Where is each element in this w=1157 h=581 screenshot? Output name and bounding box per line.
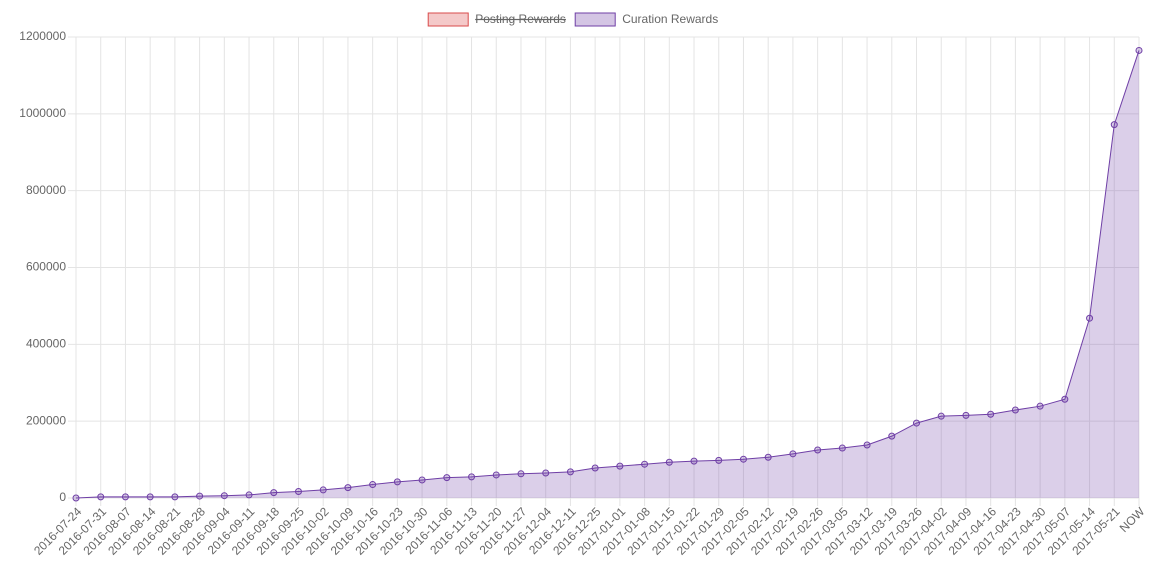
point bbox=[616, 462, 624, 470]
legend-item[interactable]: Posting Rewards bbox=[427, 12, 566, 27]
point bbox=[72, 494, 80, 502]
line bbox=[75, 50, 1140, 499]
point bbox=[468, 473, 476, 481]
point bbox=[863, 441, 871, 449]
point bbox=[1110, 121, 1118, 129]
point bbox=[542, 469, 550, 477]
x-tick-label: NOW bbox=[1117, 504, 1148, 535]
point bbox=[1011, 406, 1019, 414]
point bbox=[690, 457, 698, 465]
y-tick-label: 400000 bbox=[26, 337, 66, 351]
legend-label: Curation Rewards bbox=[622, 12, 718, 26]
point bbox=[888, 432, 896, 440]
y-tick-label: 600000 bbox=[26, 260, 66, 274]
point bbox=[665, 458, 673, 466]
point bbox=[270, 489, 278, 497]
point bbox=[913, 419, 921, 427]
point bbox=[294, 487, 302, 495]
point bbox=[146, 493, 154, 501]
point bbox=[591, 464, 599, 472]
point bbox=[245, 491, 253, 499]
point bbox=[319, 486, 327, 494]
y-tick-label: 200000 bbox=[26, 413, 66, 427]
point bbox=[764, 453, 772, 461]
point bbox=[987, 410, 995, 418]
point bbox=[517, 470, 525, 478]
point bbox=[789, 450, 797, 458]
point bbox=[739, 455, 747, 463]
point bbox=[97, 493, 105, 501]
point bbox=[196, 492, 204, 500]
y-tick-label: 800000 bbox=[26, 183, 66, 197]
point bbox=[393, 478, 401, 486]
point bbox=[220, 492, 228, 500]
point bbox=[566, 468, 574, 476]
point bbox=[937, 412, 945, 420]
y-tick-label: 0 bbox=[59, 490, 66, 504]
point bbox=[838, 444, 846, 452]
point bbox=[1086, 314, 1094, 322]
point bbox=[418, 476, 426, 484]
point bbox=[1036, 402, 1044, 410]
point bbox=[1061, 395, 1069, 403]
point bbox=[121, 493, 129, 501]
point bbox=[641, 460, 649, 468]
legend-swatch bbox=[574, 12, 616, 27]
point bbox=[171, 493, 179, 501]
area bbox=[76, 50, 1139, 499]
legend-label: Posting Rewards bbox=[475, 12, 566, 26]
point bbox=[492, 471, 500, 479]
point bbox=[814, 446, 822, 454]
point bbox=[962, 411, 970, 419]
point bbox=[443, 474, 451, 482]
point bbox=[344, 484, 352, 492]
legend-swatch bbox=[427, 12, 469, 27]
point bbox=[715, 456, 723, 464]
point bbox=[369, 481, 377, 489]
point bbox=[1135, 46, 1143, 54]
legend-item[interactable]: Curation Rewards bbox=[574, 12, 718, 27]
y-tick-label: 1000000 bbox=[19, 106, 66, 120]
y-tick-label: 1200000 bbox=[19, 29, 66, 43]
